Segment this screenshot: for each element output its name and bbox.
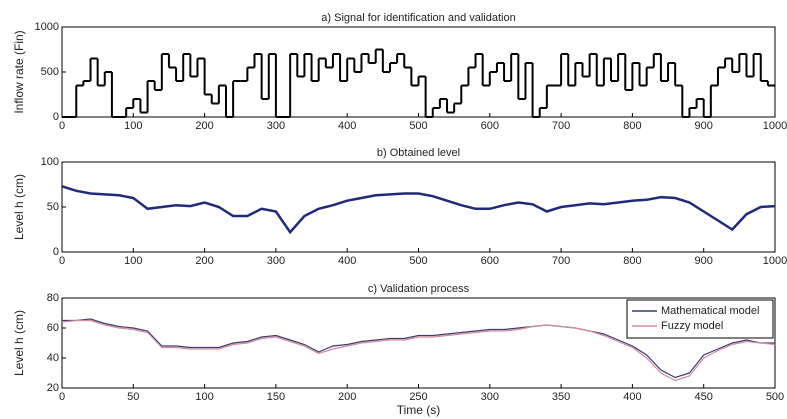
x-tick-label: 600 — [481, 120, 499, 132]
x-tick-label: 200 — [338, 391, 356, 403]
x-tick-label: 1000 — [763, 120, 787, 132]
x-tick-label: 100 — [124, 120, 142, 132]
x-tick-label: 300 — [481, 391, 499, 403]
x-tick-label: 1000 — [763, 255, 787, 267]
y-tick-label: 0 — [53, 111, 59, 123]
x-axis-label: Time (s) — [397, 403, 441, 417]
x-tick-label: 800 — [623, 255, 641, 267]
x-tick-label: 450 — [695, 391, 713, 403]
x-tick-label: 250 — [409, 391, 427, 403]
y-axis-label: Inflow rate (Fin) — [12, 30, 26, 113]
x-tick-label: 500 — [409, 255, 427, 267]
line-series — [62, 318, 775, 379]
y-tick-label: 60 — [47, 322, 59, 334]
x-tick-label: 400 — [338, 120, 356, 132]
x-tick-label: 400 — [623, 391, 641, 403]
panel-title: c) Validation process — [368, 283, 470, 295]
x-tick-label: 350 — [552, 391, 570, 403]
x-tick-label: 300 — [267, 255, 285, 267]
x-tick-label: 400 — [338, 255, 356, 267]
x-tick-label: 700 — [552, 120, 570, 132]
legend-label: Fuzzy model — [661, 320, 723, 332]
x-tick-label: 500 — [766, 391, 784, 403]
plot-area — [61, 26, 776, 118]
y-tick-label: 100 — [41, 156, 59, 168]
y-tick-label: 20 — [47, 382, 59, 394]
x-tick-label: 800 — [623, 120, 641, 132]
line-series — [61, 319, 776, 382]
x-tick-label: 900 — [695, 255, 713, 267]
x-tick-label: 700 — [552, 255, 570, 267]
x-tick-label: 900 — [695, 120, 713, 132]
x-tick-label: 200 — [195, 255, 213, 267]
y-tick-label: 1000 — [35, 21, 59, 33]
y-tick-label: 40 — [47, 352, 59, 364]
x-tick-label: 600 — [481, 255, 499, 267]
panel-title: b) Obtained level — [377, 147, 460, 159]
x-tick-label: 150 — [267, 391, 285, 403]
y-axis-label: Level h (cm) — [12, 310, 26, 376]
legend-box — [626, 299, 774, 339]
x-tick-label: 0 — [59, 391, 65, 403]
plot-area — [61, 161, 776, 253]
x-tick-label: 0 — [59, 120, 65, 132]
y-tick-label: 50 — [47, 201, 59, 213]
x-tick-label: 100 — [124, 255, 142, 267]
y-tick-label: 0 — [53, 246, 59, 258]
y-tick-label: 500 — [41, 66, 59, 78]
legend-label: Mathematical model — [661, 305, 759, 317]
y-axis-label: Level h (cm) — [12, 174, 26, 240]
x-tick-label: 0 — [59, 255, 65, 267]
y-tick-label: 80 — [47, 292, 59, 304]
line-series — [61, 185, 776, 235]
panel-title: a) Signal for identification and validat… — [321, 12, 515, 24]
x-tick-label: 100 — [195, 391, 213, 403]
x-tick-label: 50 — [127, 391, 139, 403]
x-tick-label: 500 — [409, 120, 427, 132]
x-tick-label: 200 — [195, 120, 213, 132]
x-tick-label: 300 — [267, 120, 285, 132]
